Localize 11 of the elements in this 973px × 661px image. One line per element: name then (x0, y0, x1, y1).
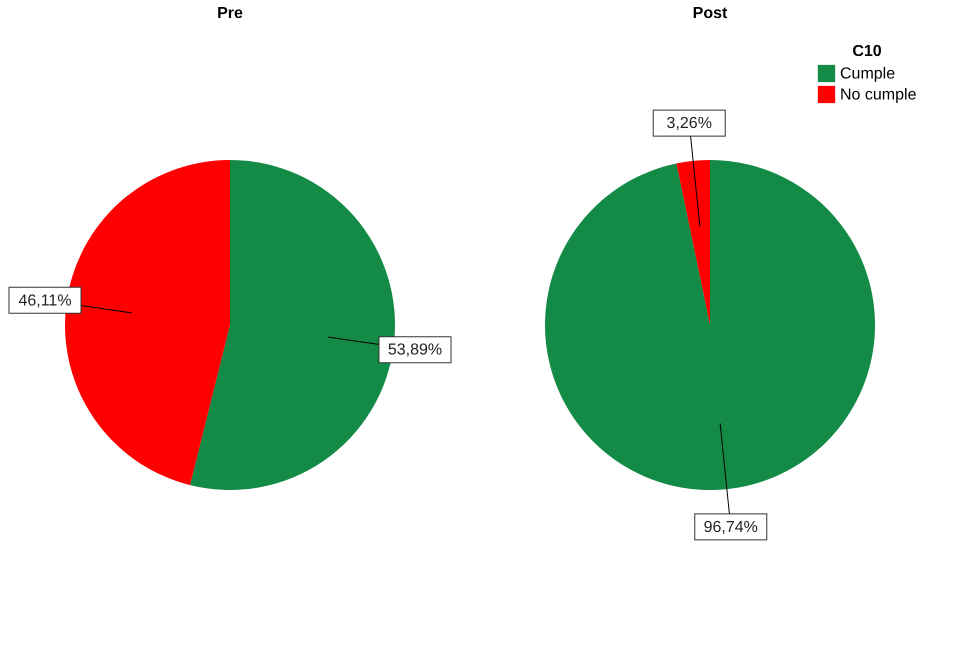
data-label: 3,26% (666, 115, 712, 132)
legend-label: Cumple (840, 66, 896, 82)
pie-slice (676, 160, 710, 325)
data-label: 46,11% (18, 292, 72, 310)
chart-title: Pre (217, 5, 243, 22)
pie-slice (545, 160, 875, 490)
data-label: 53,89% (388, 342, 442, 359)
chart-title: Post (692, 5, 728, 22)
data-label: 96,74% (704, 518, 758, 536)
legend-label: No cumple (840, 86, 917, 104)
legend-title: C10 (852, 43, 882, 60)
